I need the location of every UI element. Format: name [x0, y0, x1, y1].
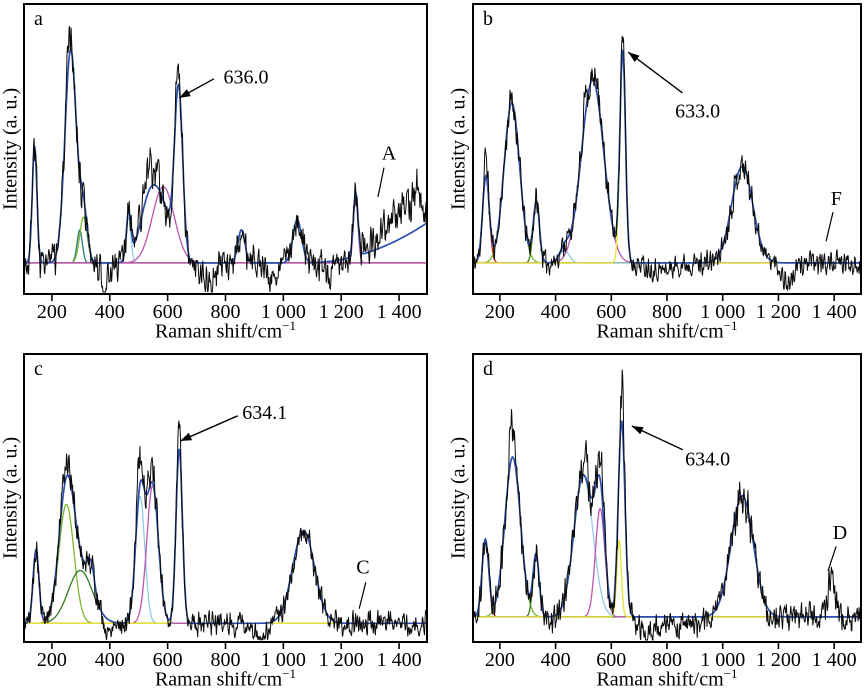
component-peak-641: [474, 55, 860, 264]
x-axis-label-d: Raman shift/cm−1: [472, 663, 862, 688]
x-tick-label: 1 000: [261, 649, 306, 671]
x-axis-label-exponent: −1: [723, 318, 738, 333]
peak-position-label: 636.0: [223, 66, 268, 88]
raman-trace: [25, 420, 426, 641]
component-peak-243: [474, 102, 860, 264]
x-tick-label: 1 400: [377, 301, 422, 323]
curves: [474, 35, 860, 292]
x-tick-label: 1 200: [756, 301, 801, 323]
annotation-arrowhead: [180, 432, 193, 441]
panel-letter-c: c: [34, 358, 43, 380]
plot-frame: [23, 353, 428, 643]
x-tick-label: 1 400: [812, 301, 857, 323]
x-axis-label-exponent: −1: [282, 318, 297, 333]
x-tick-label: 200: [485, 649, 515, 671]
annotation-arrow: [627, 51, 683, 94]
x-tick-label: 600: [153, 301, 183, 323]
x-tick-label: 600: [596, 649, 626, 671]
peak-position-label: 634.0: [685, 448, 730, 470]
x-tick-label: 600: [596, 301, 626, 323]
x-axis-label-text: Raman shift/cm: [154, 320, 283, 343]
x-tick-label: 1 000: [700, 301, 745, 323]
x-axis-label-text: Raman shift/cm: [596, 668, 724, 688]
peak-position-label: 633.0: [675, 101, 720, 123]
sample-label: D: [833, 522, 847, 544]
sample-label-line: [377, 167, 385, 197]
y-axis-label-b: Intensity (a. u.): [447, 87, 470, 211]
x-tick-label: 1 200: [756, 649, 801, 671]
panel-c: 200 400 600 800 1 000 1 200 1 400 634.1 C c: [23, 353, 428, 671]
raman-trace: [474, 35, 860, 292]
x-axis-label-text: Raman shift/cm: [154, 668, 283, 688]
panel-letter-a: a: [34, 8, 43, 30]
annotation-arrowhead: [179, 89, 191, 98]
x-tick-label: 800: [211, 649, 241, 671]
component-peak-548: [25, 484, 426, 624]
x-axis-label-exponent: −1: [723, 666, 738, 681]
y-axis-label-c: Intensity (a. u.): [0, 436, 22, 560]
sample-label-line: [827, 546, 837, 572]
curves: [474, 369, 860, 641]
x-tick-label: 1 400: [812, 649, 857, 671]
x-tick-label: 200: [485, 301, 515, 323]
fit-curve: [474, 48, 860, 264]
x-tick-label: 400: [95, 301, 125, 323]
x-tick-label: 800: [211, 301, 241, 323]
y-axis-label-d: Intensity (a. u.): [447, 436, 470, 560]
plot-area-a: 200 400 600 800 1 000 1 200 1 400 636.0 A: [23, 3, 428, 323]
x-tick-label: 1 000: [700, 649, 745, 671]
x-axis-label-c: Raman shift/cm−1: [23, 663, 428, 688]
sample-label-line: [825, 211, 834, 242]
peak-position-label: 634.1: [242, 402, 287, 424]
panel-b: 200 400 600 800 1 000 1 200 1 400 633.0 F b: [472, 3, 862, 323]
plot-area-c: 200 400 600 800 1 000 1 200 1 400 634.1 C: [23, 353, 428, 671]
panel-letter-b: b: [483, 8, 493, 30]
plot-frame: [472, 353, 862, 643]
component-peak-330: [474, 553, 860, 618]
panel-letter-d: d: [483, 358, 493, 380]
annotation-arrowhead: [628, 52, 640, 62]
x-tick-label: 400: [541, 649, 571, 671]
x-axis-label-b: Raman shift/cm−1: [472, 315, 862, 343]
fit-curve: [474, 420, 860, 618]
sample-label: C: [356, 556, 369, 578]
x-tick-label: 800: [652, 301, 682, 323]
component-peak-533: [474, 79, 860, 264]
raman-trace: [474, 369, 860, 641]
x-tick-label: 600: [153, 649, 183, 671]
x-tick-label: 1 000: [261, 301, 306, 323]
component-peak-640: [25, 448, 426, 624]
x-tick-label: 200: [37, 649, 67, 671]
plot-frame: [472, 3, 862, 295]
x-tick-label: 800: [652, 649, 682, 671]
plot-frame: [23, 3, 428, 295]
plot-area-b: 200 400 600 800 1 000 1 200 1 400 633.0 F: [472, 3, 862, 323]
curves: [25, 420, 426, 641]
x-tick-label: 200: [37, 301, 67, 323]
x-tick-label: 1 400: [377, 649, 422, 671]
sample-label: F: [831, 188, 842, 210]
y-axis-label-a: Intensity (a. u.): [0, 87, 22, 211]
annotation-arrowhead: [631, 426, 644, 435]
x-tick-label: 1 200: [319, 301, 364, 323]
raman-trace: [25, 26, 426, 293]
curves: [25, 26, 426, 293]
x-tick-label: 400: [541, 301, 571, 323]
sample-label-line: [358, 582, 367, 609]
x-axis-label-a: Raman shift/cm−1: [23, 315, 428, 343]
panel-a: 200 400 600 800 1 000 1 200 1 400 636.0 A a: [23, 3, 428, 323]
x-tick-label: 1 200: [319, 649, 364, 671]
sample-label: A: [382, 142, 397, 164]
fit-curve: [25, 448, 426, 625]
x-axis-label-text: Raman shift/cm: [596, 320, 724, 343]
panel-d: 200 400 600 800 1 000 1 200 1 400 634.0 D d: [472, 353, 862, 671]
plot-area-d: 200 400 600 800 1 000 1 200 1 400 634.0 D: [472, 353, 862, 671]
x-axis-label-exponent: −1: [282, 666, 297, 681]
x-tick-label: 400: [95, 649, 125, 671]
